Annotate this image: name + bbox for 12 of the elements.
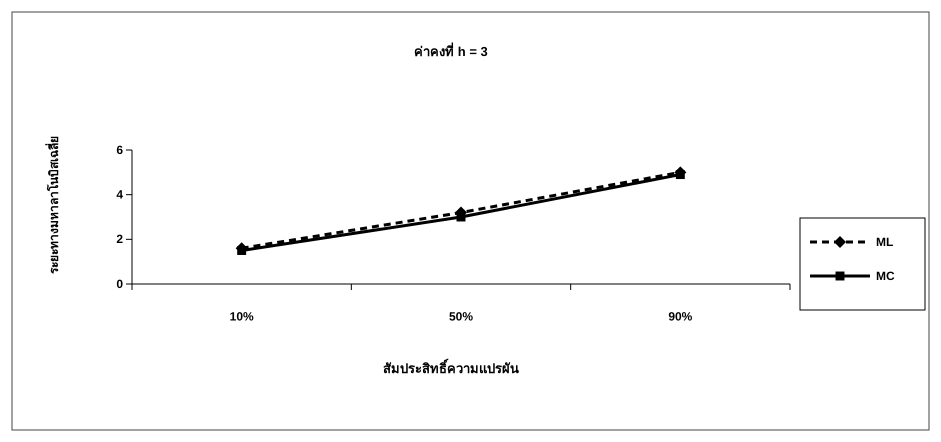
y-axis-title: ระยะทางมหาลาโนบิสเฉลี่ย [45, 136, 61, 274]
y-tick-label: 4 [116, 188, 124, 202]
y-tick-label: 2 [116, 232, 124, 246]
chart-title: ค่าคงที่ h = 3 [414, 42, 488, 59]
x-axis-title: สัมประสิทธิ์ความแปรผัน [383, 358, 519, 376]
y-tick-label: 6 [116, 142, 124, 157]
legend-label: ML [876, 235, 894, 249]
legend-label: MC [876, 269, 895, 283]
x-tick-label: 10% [230, 310, 254, 324]
x-tick-label: 90% [668, 310, 693, 324]
x-tick-label: 50% [448, 310, 474, 324]
y-tick-label: 0 [116, 276, 124, 291]
